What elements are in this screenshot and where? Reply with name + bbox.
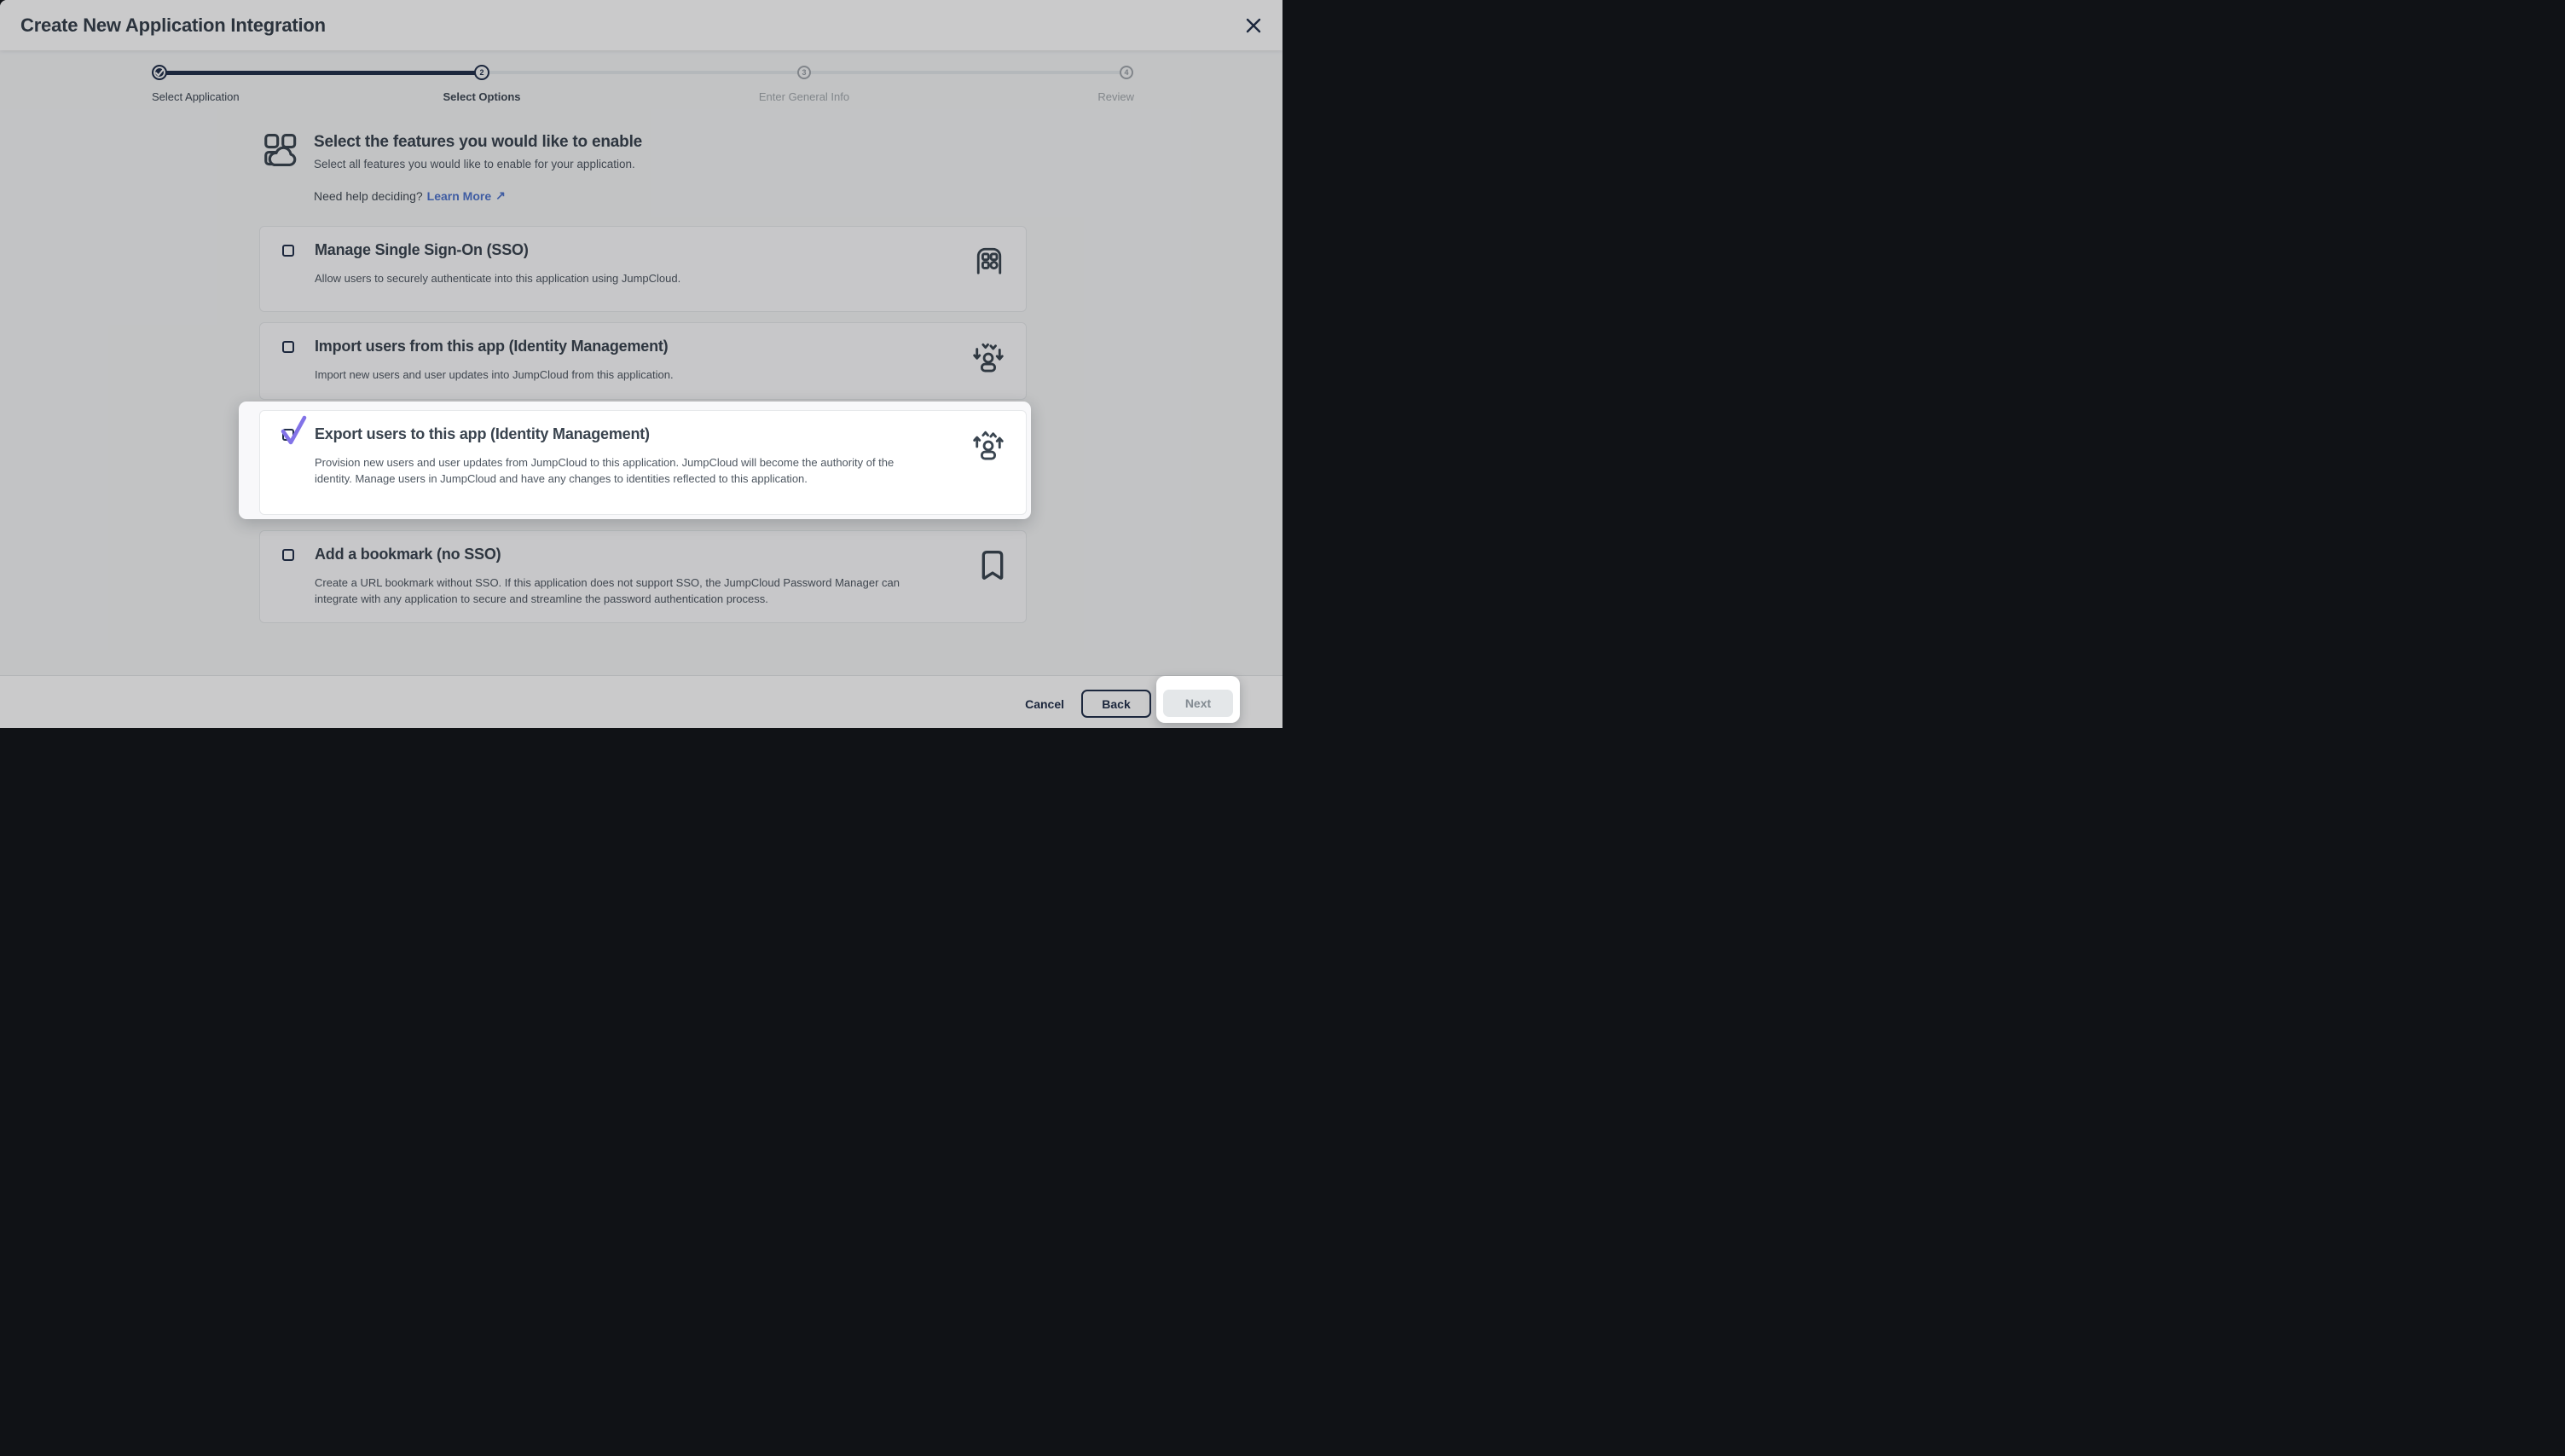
feature-description: Allow users to securely authenticate int… xyxy=(315,272,681,285)
step-2-label: Select Options xyxy=(443,90,521,103)
step-4-number: 4 xyxy=(1124,68,1129,77)
check-icon xyxy=(155,68,164,76)
feature-card-list: Manage Single Sign-On (SSO) Allow users … xyxy=(239,226,1031,623)
step-3-number: 3 xyxy=(802,68,807,77)
feature-title: Manage Single Sign-On (SSO) xyxy=(315,241,529,258)
cancel-button[interactable]: Cancel xyxy=(1020,690,1069,718)
section-subheading: Select all features you would like to en… xyxy=(314,158,635,170)
feature-card-sso[interactable]: Manage Single Sign-On (SSO) Allow users … xyxy=(259,226,1027,312)
modal-title: Create New Application Integration xyxy=(20,14,326,36)
feature-title: Add a bookmark (no SSO) xyxy=(315,546,501,563)
step-2-dot-active: 2 xyxy=(474,65,489,80)
feature-card-bookmark[interactable]: Add a bookmark (no SSO) Create a URL boo… xyxy=(259,530,1027,623)
section-heading: Select the features you would like to en… xyxy=(314,133,643,151)
import-users-checkbox[interactable] xyxy=(282,340,294,353)
export-users-icon xyxy=(973,430,1004,460)
bookmark-icon xyxy=(981,550,1004,581)
close-icon[interactable] xyxy=(1243,15,1264,36)
feature-title: Import users from this app (Identity Man… xyxy=(315,338,669,355)
bookmark-checkbox[interactable] xyxy=(282,548,294,561)
create-integration-modal: Create New Application Integration 2 3 4… xyxy=(0,0,1282,728)
modal-header: Create New Application Integration xyxy=(0,0,1282,50)
step-2-number: 2 xyxy=(479,68,484,77)
step-4-dot: 4 xyxy=(1120,66,1133,79)
spotlight-export-users: Export users to this app (Identity Manag… xyxy=(239,402,1031,519)
step-1-label[interactable]: Select Application xyxy=(152,90,240,103)
feature-description: Create a URL bookmark without SSO. If th… xyxy=(315,576,900,605)
app-cloud-icon xyxy=(263,133,300,167)
feature-description: Provision new users and user updates fro… xyxy=(315,456,895,485)
sso-checkbox[interactable] xyxy=(282,244,294,257)
sso-grid-icon xyxy=(975,246,1004,274)
step-1-dot-complete[interactable] xyxy=(152,65,167,80)
stepper-progress-bar xyxy=(159,70,482,75)
learn-more-link[interactable]: Learn More xyxy=(426,188,492,203)
spotlight-next-button: Next xyxy=(1156,676,1240,723)
feature-title: Export users to this app (Identity Manag… xyxy=(315,425,650,442)
screen: Create New Application Integration 2 3 4… xyxy=(0,0,1282,728)
export-users-checkbox[interactable] xyxy=(282,428,294,441)
step-3-label: Enter General Info xyxy=(758,90,850,103)
external-link-arrow-icon: ↗ xyxy=(495,188,506,202)
import-users-icon xyxy=(973,342,1004,373)
feature-card-export-users[interactable]: Export users to this app (Identity Manag… xyxy=(259,410,1027,515)
modal-footer: Cancel Back Next xyxy=(0,675,1282,728)
feature-card-import-users[interactable]: Import users from this app (Identity Man… xyxy=(259,322,1027,400)
back-button[interactable]: Back xyxy=(1081,690,1151,718)
step-4-label: Review xyxy=(1097,90,1134,103)
feature-description: Import new users and user updates into J… xyxy=(315,368,674,381)
help-line: Need help deciding? Learn More ↗ xyxy=(314,188,506,203)
help-text: Need help deciding? xyxy=(314,188,423,203)
step-3-dot: 3 xyxy=(797,66,811,79)
wizard-stepper: 2 3 4 Select Application Select Options … xyxy=(152,58,1134,107)
next-button[interactable]: Next xyxy=(1163,690,1233,717)
